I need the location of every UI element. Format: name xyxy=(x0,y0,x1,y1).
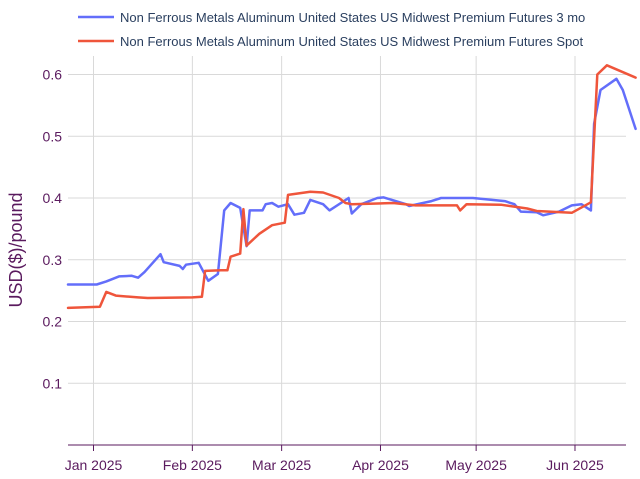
series-line-spot[interactable] xyxy=(66,64,637,310)
y-tick-label: 0.5 xyxy=(43,128,63,144)
x-tick-label: Jan 2025 xyxy=(65,457,123,473)
y-tick-label: 0.2 xyxy=(43,314,63,330)
y-axis: 0.1 0.2 0.3 0.4 0.5 0.6 xyxy=(43,67,63,392)
y-tick-label: 0.3 xyxy=(43,252,63,268)
x-tick-label: Jun 2025 xyxy=(546,457,604,473)
x-tick-label: May 2025 xyxy=(445,457,507,473)
y-tick-label: 0.1 xyxy=(43,375,63,391)
x-tick-label: Apr 2025 xyxy=(352,457,409,473)
y-axis-title: USD($)/pound xyxy=(6,192,26,307)
legend-label-spot: Non Ferrous Metals Aluminum United State… xyxy=(120,34,584,49)
x-tick-label: Mar 2025 xyxy=(252,457,311,473)
gridlines xyxy=(68,56,626,445)
x-axis: Jan 2025 Feb 2025 Mar 2025 Apr 2025 May 2025… xyxy=(65,444,626,473)
plot-area xyxy=(66,64,637,310)
x-tick-label: Feb 2025 xyxy=(163,457,222,473)
series-line-3mo[interactable] xyxy=(66,77,637,286)
legend-item-spot[interactable]: Non Ferrous Metals Aluminum United State… xyxy=(78,34,584,49)
y-tick-label: 0.4 xyxy=(43,190,63,206)
legend-label-3mo: Non Ferrous Metals Aluminum United State… xyxy=(120,10,585,25)
y-tick-label: 0.6 xyxy=(43,67,63,83)
legend-item-3mo[interactable]: Non Ferrous Metals Aluminum United State… xyxy=(78,10,585,25)
legend[interactable]: Non Ferrous Metals Aluminum United State… xyxy=(78,10,585,49)
